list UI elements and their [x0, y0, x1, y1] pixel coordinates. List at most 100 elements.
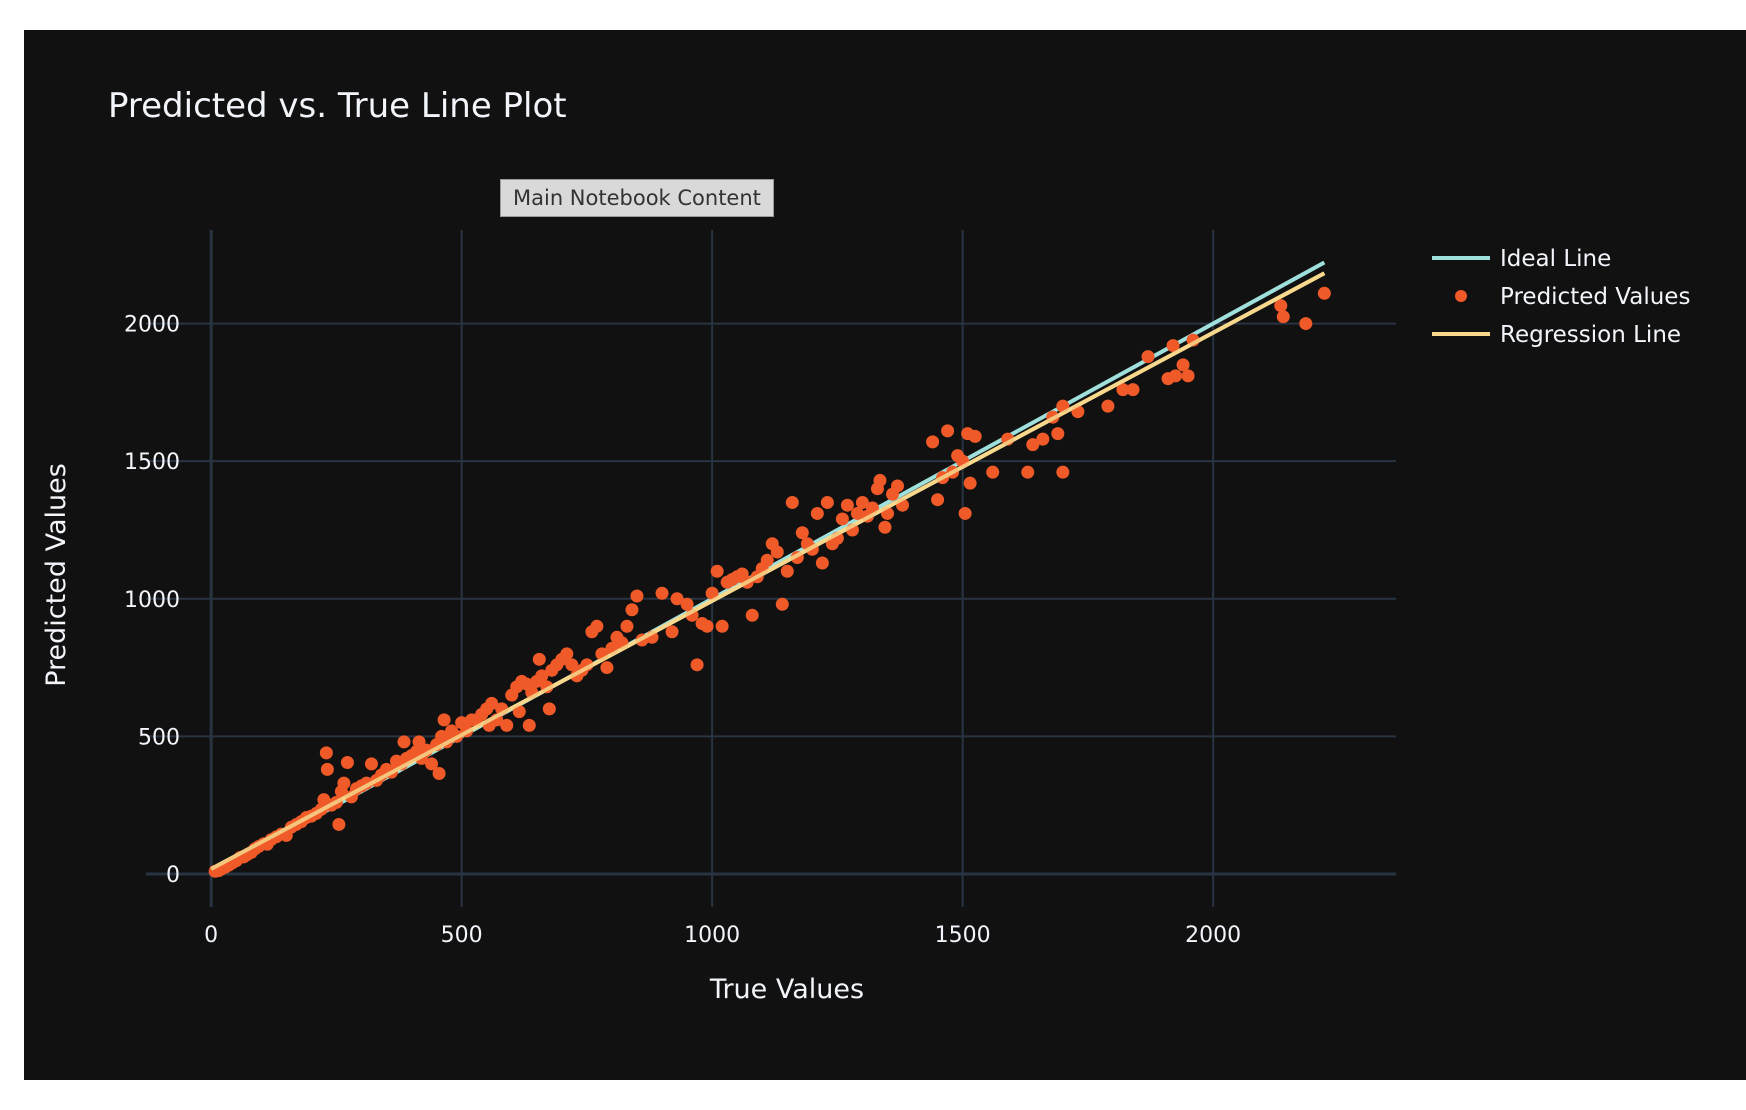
data-point[interactable] [1181, 369, 1195, 383]
data-point[interactable] [1169, 369, 1183, 383]
legend-predicted-values-swatch [1455, 290, 1467, 302]
data-point[interactable] [891, 479, 905, 493]
y-axis-title: Predicted Values [41, 463, 72, 687]
legend-ideal-line-label[interactable]: Ideal Line [1500, 246, 1611, 272]
data-point[interactable] [820, 495, 834, 509]
data-point[interactable] [941, 424, 955, 438]
data-point[interactable] [760, 553, 774, 567]
data-point[interactable] [655, 586, 669, 600]
plot-panel: 0 500 1000 1500 2000 0 500 1000 1500 2000 Predict… [24, 30, 1746, 1080]
data-point[interactable] [926, 435, 940, 449]
data-point[interactable] [512, 705, 526, 719]
y-tick-label: 1000 [124, 588, 180, 613]
data-point[interactable] [815, 556, 829, 570]
x-tick-label: 2000 [1185, 923, 1241, 948]
data-point[interactable] [873, 473, 887, 487]
data-point[interactable] [931, 493, 945, 507]
data-point[interactable] [1176, 358, 1190, 372]
data-point[interactable] [560, 647, 574, 661]
data-point[interactable] [670, 592, 684, 606]
data-point[interactable] [840, 498, 854, 512]
data-point[interactable] [1166, 339, 1180, 353]
data-point[interactable] [620, 619, 634, 633]
data-point[interactable] [745, 608, 759, 622]
data-point[interactable] [600, 661, 614, 675]
data-point[interactable] [1299, 317, 1313, 331]
data-point[interactable] [665, 625, 679, 639]
chart-title: Predicted vs. True Line Plot [108, 86, 567, 126]
chart-svg: 0 500 1000 1500 2000 0 500 1000 1500 2000 Predict… [41, 86, 1690, 1005]
data-point[interactable] [795, 526, 809, 540]
data-point[interactable] [532, 652, 546, 666]
data-point[interactable] [522, 718, 536, 732]
data-point[interactable] [485, 696, 499, 710]
data-point[interactable] [542, 702, 556, 716]
x-tick-label: 1500 [935, 923, 991, 948]
data-point[interactable] [625, 603, 639, 617]
grid-layer [146, 230, 1396, 907]
data-point[interactable] [963, 476, 977, 490]
y-tick-label: 2000 [124, 313, 180, 338]
data-point[interactable] [1276, 310, 1290, 324]
data-point[interactable] [705, 586, 719, 600]
data-point[interactable] [590, 619, 604, 633]
data-point[interactable] [835, 512, 849, 526]
data-point[interactable] [364, 757, 378, 771]
data-point[interactable] [1036, 432, 1050, 446]
data-point[interactable] [680, 597, 694, 611]
y-tick-label: 500 [138, 725, 180, 750]
legend-predicted-values-label[interactable]: Predicted Values [1500, 284, 1690, 310]
data-point[interactable] [337, 776, 351, 790]
data-point[interactable] [340, 756, 354, 770]
data-point[interactable] [1317, 286, 1331, 300]
data-point[interactable] [500, 718, 514, 732]
data-point[interactable] [319, 746, 333, 760]
data-point[interactable] [690, 658, 704, 672]
data-point[interactable] [878, 520, 892, 534]
tooltip-box: Main Notebook Content [500, 179, 774, 217]
data-point[interactable] [412, 735, 426, 749]
data-point[interactable] [437, 713, 451, 727]
data-point[interactable] [1141, 350, 1155, 364]
data-point[interactable] [1051, 427, 1065, 441]
data-point[interactable] [780, 564, 794, 578]
data-point[interactable] [332, 817, 346, 831]
legend-regression-line-label[interactable]: Regression Line [1500, 322, 1681, 348]
data-point[interactable] [425, 757, 439, 771]
data-point[interactable] [1116, 383, 1130, 397]
data-point[interactable] [710, 564, 724, 578]
ticks-layer: 0 500 1000 1500 2000 0 500 1000 1500 2000 [124, 313, 1241, 948]
data-point[interactable] [700, 619, 714, 633]
data-point[interactable] [715, 619, 729, 633]
data-point[interactable] [1056, 465, 1070, 479]
data-point[interactable] [958, 506, 972, 520]
data-point[interactable] [968, 429, 982, 443]
points-layer [208, 271, 1331, 878]
data-point[interactable] [1126, 383, 1140, 397]
data-point[interactable] [1101, 399, 1115, 413]
data-point[interactable] [535, 669, 549, 683]
data-point[interactable] [1021, 465, 1035, 479]
x-tick-label: 1000 [684, 923, 740, 948]
legend[interactable]: Ideal Line Predicted Values Regression L… [1432, 246, 1690, 348]
data-point[interactable] [432, 767, 446, 781]
data-point[interactable] [855, 495, 869, 509]
data-point[interactable] [630, 589, 644, 603]
x-tick-label: 500 [441, 923, 483, 948]
data-point[interactable] [810, 506, 824, 520]
data-point[interactable] [770, 545, 784, 559]
x-tick-label: 0 [204, 923, 218, 948]
x-axis-title: True Values [709, 974, 864, 1005]
data-point[interactable] [565, 658, 579, 672]
data-point[interactable] [775, 597, 789, 611]
data-point[interactable] [1274, 299, 1288, 313]
data-point[interactable] [986, 465, 1000, 479]
data-point[interactable] [320, 762, 334, 776]
data-point[interactable] [785, 495, 799, 509]
y-tick-label: 0 [166, 863, 180, 888]
data-point[interactable] [850, 506, 864, 520]
regression-line-overlay [210, 271, 1326, 871]
y-tick-label: 1500 [124, 450, 180, 475]
data-point[interactable] [397, 735, 411, 749]
data-point[interactable] [1026, 438, 1040, 452]
